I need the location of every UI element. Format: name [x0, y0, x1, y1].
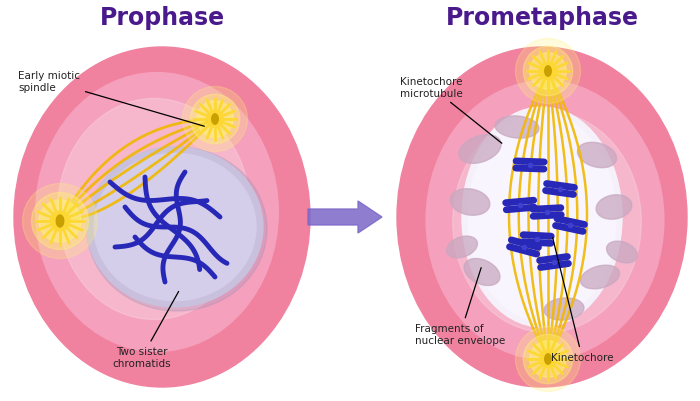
Ellipse shape [397, 48, 687, 387]
Ellipse shape [94, 154, 256, 301]
Text: Fragments of
nuclear envelope: Fragments of nuclear envelope [415, 268, 505, 345]
Ellipse shape [450, 189, 490, 216]
Circle shape [190, 95, 239, 144]
Text: Prometaphase: Prometaphase [445, 6, 638, 30]
Circle shape [524, 47, 573, 97]
Ellipse shape [459, 135, 501, 164]
Ellipse shape [453, 112, 641, 333]
Ellipse shape [596, 195, 632, 220]
Circle shape [515, 327, 580, 391]
Ellipse shape [545, 354, 552, 364]
Circle shape [39, 200, 81, 242]
Circle shape [530, 54, 566, 90]
Circle shape [32, 193, 88, 250]
Ellipse shape [578, 143, 617, 168]
Ellipse shape [447, 237, 477, 258]
Circle shape [183, 87, 248, 152]
Ellipse shape [58, 99, 250, 320]
Circle shape [530, 341, 566, 377]
Ellipse shape [495, 117, 539, 139]
Circle shape [524, 334, 573, 384]
Text: Prophase: Prophase [99, 6, 225, 30]
Circle shape [197, 101, 233, 138]
Ellipse shape [462, 108, 622, 327]
Text: Two sister
chromatids: Two sister chromatids [113, 292, 178, 368]
Circle shape [206, 111, 223, 128]
Ellipse shape [87, 148, 263, 307]
Ellipse shape [468, 114, 616, 321]
Text: Kinetochore: Kinetochore [551, 238, 613, 362]
Ellipse shape [211, 115, 218, 125]
Circle shape [540, 63, 557, 80]
Text: Early miotic
spindle: Early miotic spindle [18, 71, 204, 127]
Ellipse shape [56, 215, 64, 227]
Text: Kinetochore
microtubule: Kinetochore microtubule [400, 77, 502, 144]
Ellipse shape [464, 259, 500, 286]
Polygon shape [308, 201, 382, 233]
Ellipse shape [36, 73, 279, 352]
Circle shape [540, 351, 557, 368]
Ellipse shape [544, 298, 584, 320]
Ellipse shape [87, 148, 267, 311]
Circle shape [515, 39, 580, 104]
Ellipse shape [545, 67, 552, 77]
Circle shape [50, 212, 70, 231]
Ellipse shape [607, 241, 638, 263]
Ellipse shape [426, 81, 664, 360]
Ellipse shape [580, 265, 620, 289]
Ellipse shape [14, 48, 310, 387]
Circle shape [22, 184, 97, 259]
